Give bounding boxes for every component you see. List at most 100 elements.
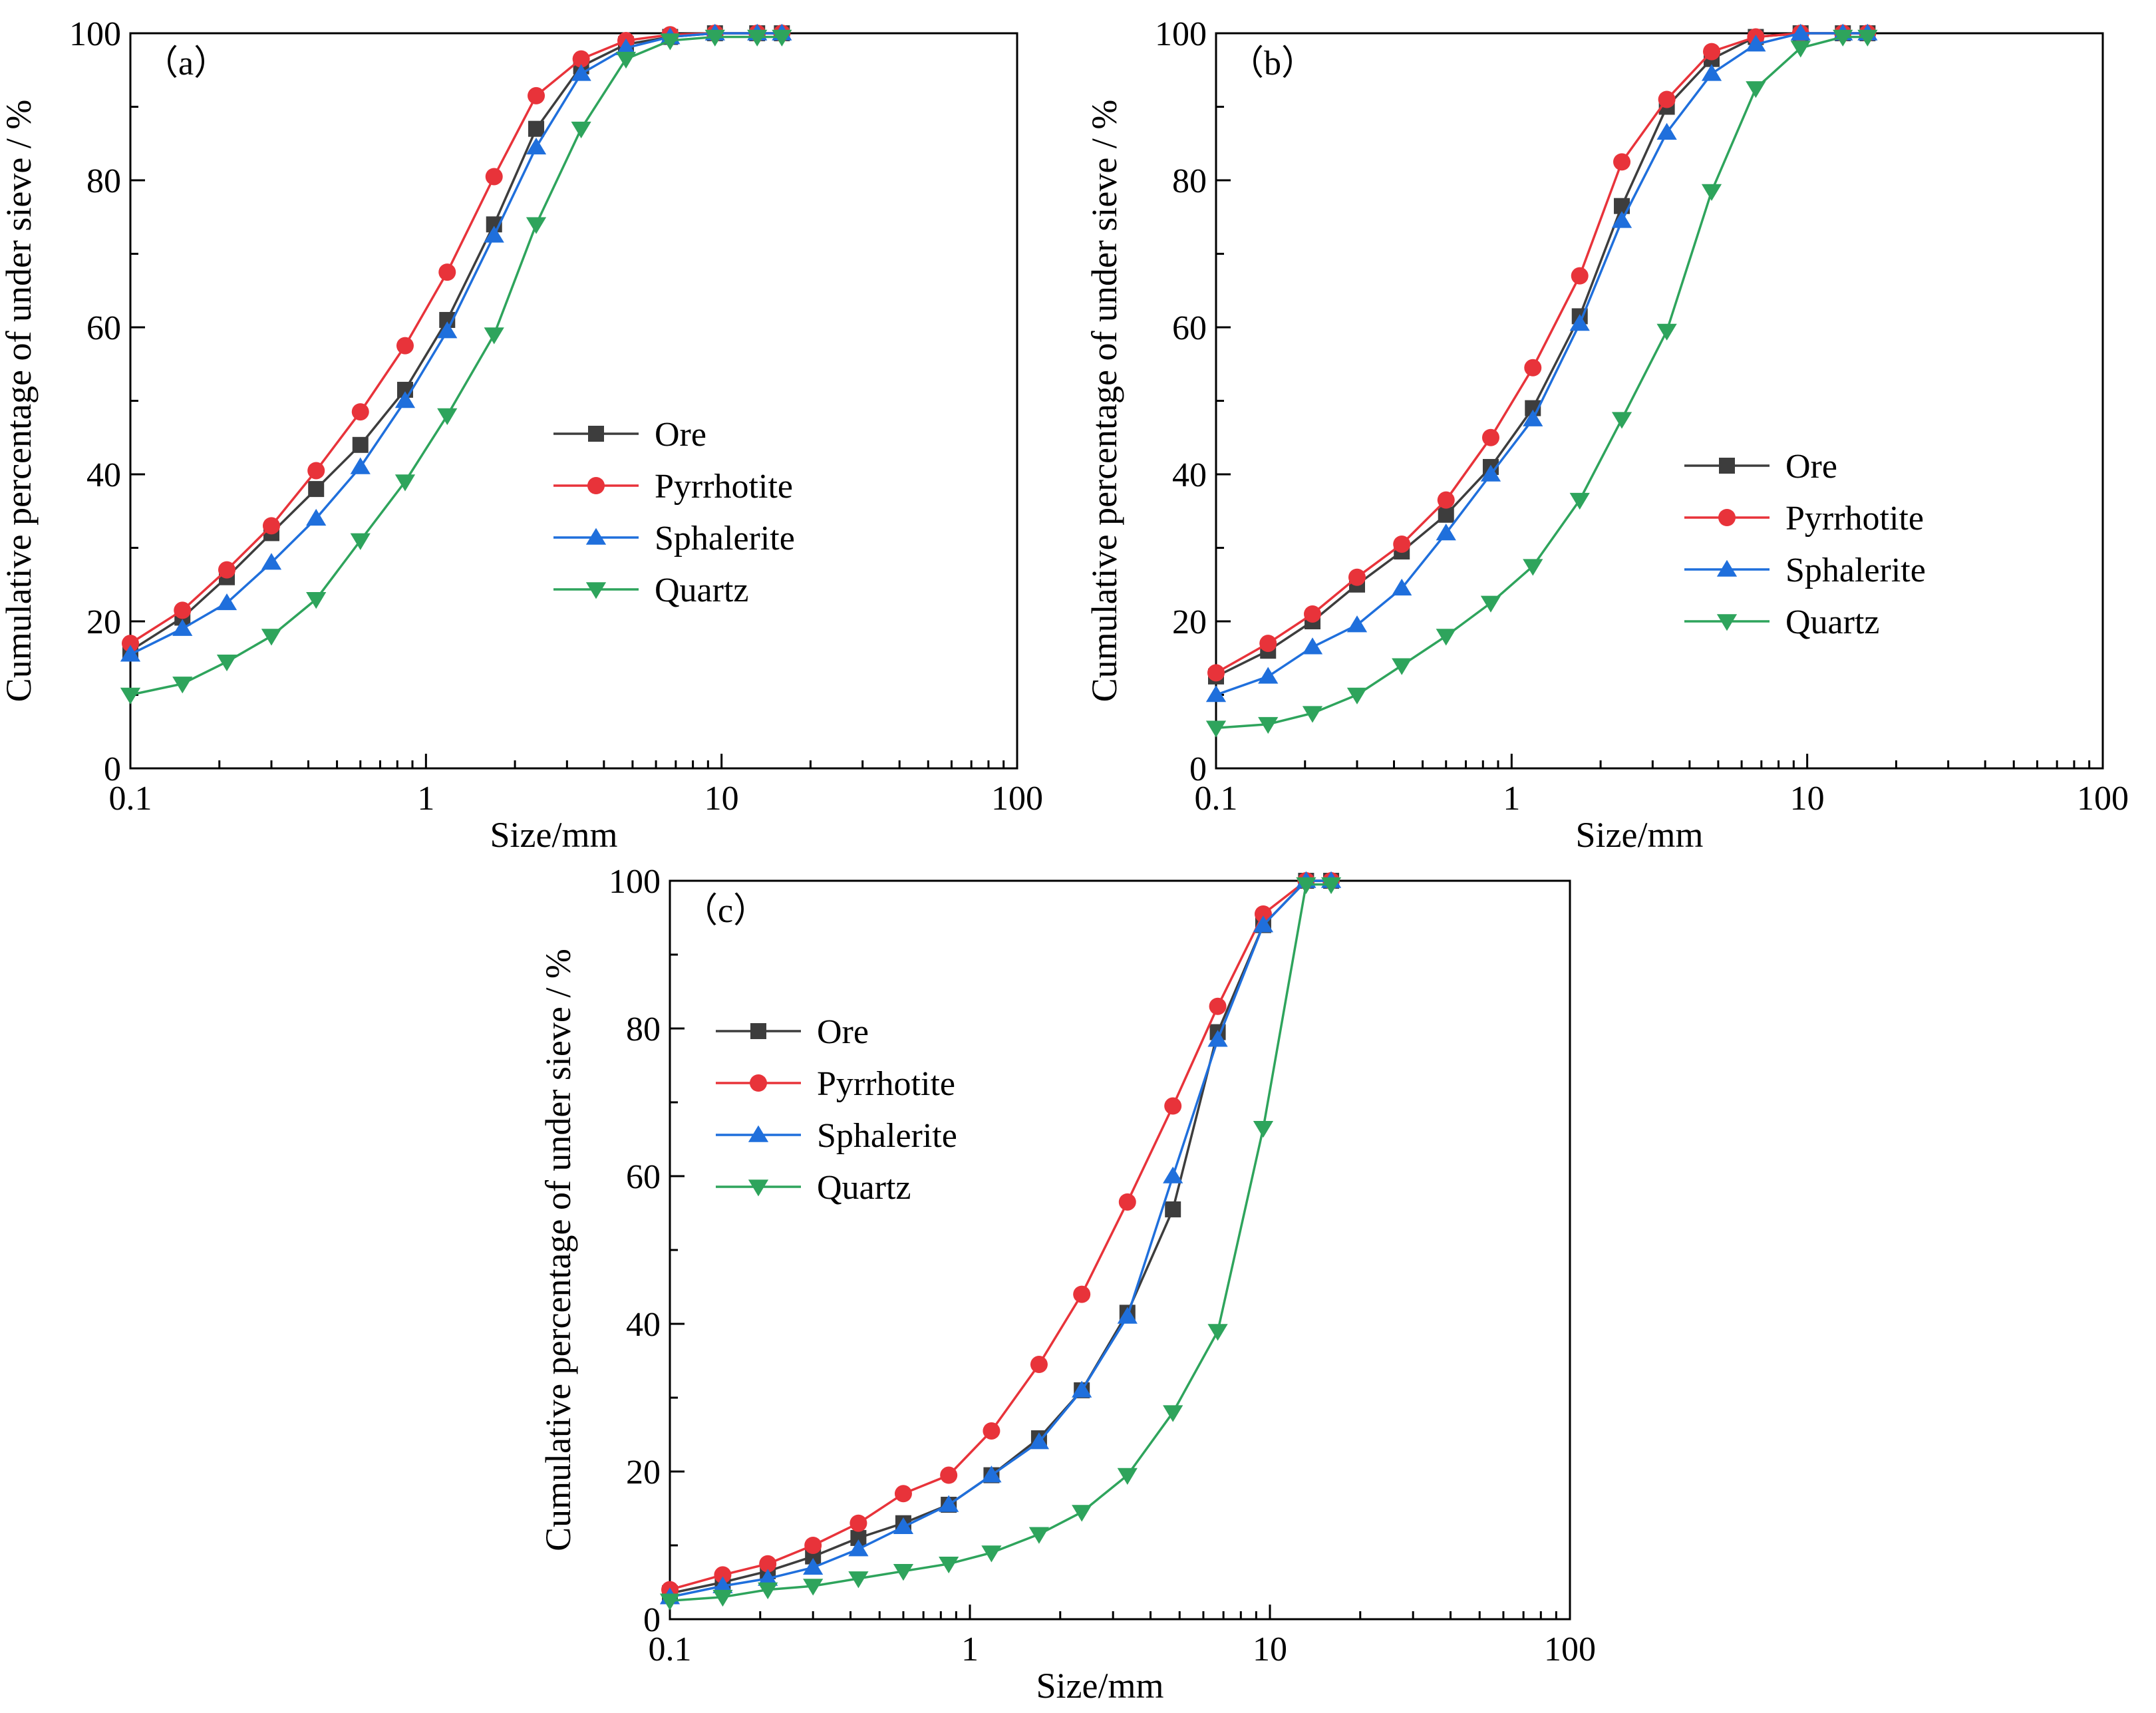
panel-a-sphalerite-point [172, 619, 193, 636]
panel-a-sphalerite-point [120, 645, 141, 662]
panel-c-pyrrhotite-point [983, 1422, 1001, 1440]
panel-a-pyrrhotite-point [485, 168, 503, 186]
panel-b-pyrrhotite-point [1571, 267, 1589, 285]
panel-b-sphalerite-point [1569, 314, 1590, 331]
panel-a-sphalerite-point [484, 226, 504, 243]
panel-b-sphalerite-point [1258, 667, 1279, 684]
panel-b-chart: 0.1 1 10 100 0 20 40 60 80 100 Size/mm Cumulative p… [1084, 15, 2129, 855]
panel-b-sphalerite-point [1205, 685, 1227, 702]
panel-a-quartz-point [350, 533, 371, 550]
panel-c-x-tick-label: 10 [1253, 1631, 1287, 1668]
panel-b-x-tick-label: 10 [1790, 780, 1825, 818]
panel-a-y-tick-label: 40 [86, 456, 121, 494]
panel-b-sphalerite-point [1436, 524, 1456, 541]
panel-c-y-tick-label: 80 [626, 1011, 661, 1048]
panel-b-quartz-point [1523, 559, 1543, 576]
panel-c-sphalerite-point [893, 1517, 914, 1535]
panel-b-sphalerite-point [1790, 23, 1811, 41]
panel-b-series-ore [1208, 25, 1876, 685]
panel-c-series-pyrrhotite [661, 872, 1340, 1599]
panel-c-sphalerite-point [712, 1576, 733, 1593]
panel-b-quartz-point [1302, 706, 1323, 723]
panel-b-y-tick-label: 20 [1172, 603, 1207, 641]
panel-c-y-tick-label: 20 [626, 1454, 661, 1491]
panel-a-sphalerite-point [394, 391, 416, 408]
panel-c-legend-label-quartz: Quartz [817, 1169, 911, 1207]
panel-c-series-quartz [659, 877, 1342, 1611]
panel-b-legend-marker-pyrrhotite [1718, 509, 1736, 526]
panel-c-pyrrhotite-line [669, 879, 1332, 1591]
panel-c-pyrrhotite-point [1254, 905, 1272, 923]
panel-c-legend-marker-quartz [748, 1179, 769, 1197]
panel-a-quartz-line [130, 35, 782, 697]
panel-b-pyrrhotite-point [1481, 428, 1499, 446]
panel-a-label: （a） [144, 45, 228, 82]
panel-a-series-quartz [120, 29, 792, 704]
panel-c-quartz-point [803, 1579, 824, 1596]
panel-c-quartz-point [712, 1589, 733, 1607]
panel-b-quartz-point [1746, 81, 1766, 98]
panel-a-chart: 0.1 1 10 100 0 20 40 60 80 100 Size/mm Cumulative p… [0, 15, 1043, 855]
panel-a-x-tick-label: 100 [991, 780, 1043, 818]
panel-c-sphalerite-point [1207, 1030, 1228, 1047]
panel-b-quartz-point [1857, 29, 1878, 47]
panel-b-sphalerite-point [1656, 122, 1677, 140]
panel-b-sphalerite-point [1746, 35, 1766, 52]
panel-b-y-tick-label: 40 [1172, 456, 1207, 494]
panel-b-pyrrhotite-point [1524, 359, 1542, 377]
panel-b-pyrrhotite-point [1437, 491, 1455, 509]
panel-c-quartz-point [1028, 1527, 1050, 1544]
panel-b-sphalerite-point [1302, 637, 1323, 655]
panel-c-chart: 0.1 1 10 100 0 20 40 60 80 100 Size/mm Cumulative p… [538, 863, 1596, 1706]
panel-a-y-tick-label: 80 [86, 162, 121, 200]
panel-c-pyrrhotite-point [940, 1466, 958, 1484]
panel-b-pyrrhotite-point [1658, 90, 1676, 108]
panel-b-x-axis-title: Size/mm [1576, 815, 1704, 855]
panel-a-legend-marker-pyrrhotite [587, 477, 605, 494]
panel-b-quartz-point [1833, 29, 1853, 47]
panel-a-x-tick-label: 0.1 [109, 780, 152, 818]
panel-c-pyrrhotite-point [1073, 1285, 1091, 1303]
panel-a-quartz-point [120, 687, 141, 704]
panel-a-quartz-point [526, 217, 547, 234]
panel-b-series-pyrrhotite [1207, 25, 1877, 682]
panel-b-sphalerite-point [1523, 409, 1543, 426]
panel-a-quartz-point [437, 408, 458, 425]
panel-c-ore-line [669, 879, 1332, 1595]
panel-a-quartz-point [261, 629, 282, 646]
panel-a-pyrrhotite-point [351, 403, 369, 421]
panel-c-sphalerite-line [669, 879, 1332, 1599]
panel-c-legend-label-ore: Ore [817, 1013, 869, 1051]
panel-a-quartz-point [306, 592, 327, 609]
panel-a-legend-label-pyrrhotite: Pyrrhotite [655, 468, 793, 506]
panel-b-quartz-point [1346, 687, 1368, 704]
panel-c-sphalerite-point [939, 1495, 959, 1512]
panel-b-quartz-point [1258, 716, 1279, 734]
panel-a-pyrrhotite-point [572, 50, 590, 68]
panel-c-quartz-point [1163, 1405, 1183, 1422]
panel-b-plot-frame [1215, 32, 2104, 770]
panel-a-ore-point [352, 436, 369, 453]
panel-a-sphalerite-point [437, 321, 458, 339]
panel-c-y-tick-label: 100 [609, 863, 661, 901]
panel-c-legend-marker-pyrrhotite [750, 1074, 767, 1092]
panel-b-quartz-point [1701, 184, 1722, 201]
panel-a-pyrrhotite-point [263, 517, 281, 535]
panel-b-y-tick-label: 60 [1172, 309, 1207, 347]
panel-b-quartz-line [1215, 35, 1868, 729]
panel-b-legend-marker-quartz [1716, 614, 1738, 631]
panel-b-quartz-point [1569, 492, 1590, 510]
panel-a-pyrrhotite-point [396, 337, 414, 355]
panel-a-y-tick-label: 0 [104, 750, 121, 788]
panel-c-quartz-point [1296, 877, 1316, 894]
panel-b-pyrrhotite-point [1703, 43, 1721, 61]
panel-b-pyrrhotite-point [1613, 153, 1631, 171]
panel-a-ore-line [130, 32, 782, 652]
panel-a-ore-point [528, 120, 545, 137]
panel-c-quartz-point [1207, 1324, 1228, 1341]
panel-a-y-tick-label: 20 [86, 603, 121, 641]
panel-a-quartz-point [571, 121, 591, 139]
panel-a-legend-marker-sphalerite [585, 528, 607, 545]
panel-c-sphalerite-point [803, 1557, 824, 1575]
panel-b-y-axis-title: Cumulative percentage of under sieve / % [1084, 100, 1124, 702]
